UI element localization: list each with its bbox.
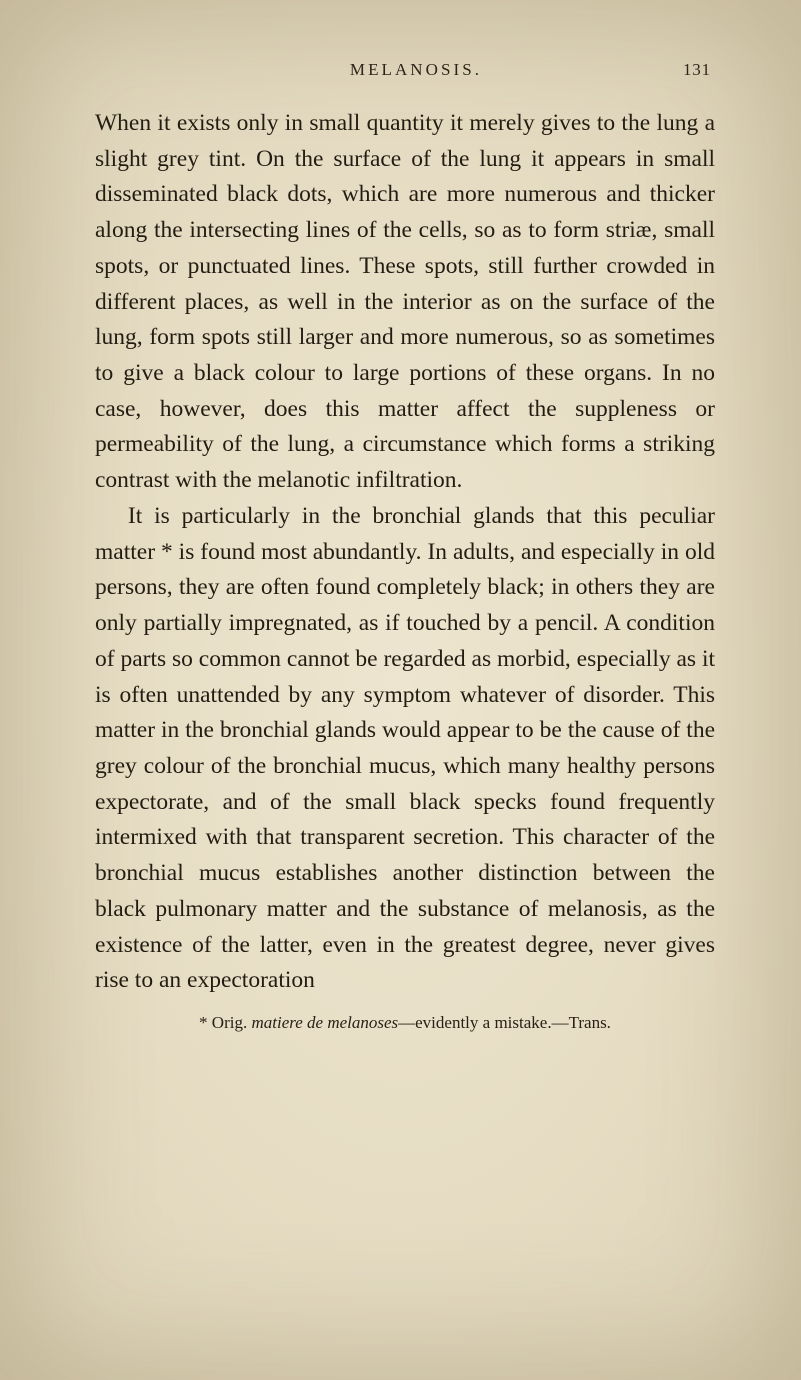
body-text: When it exists only in small quantity it… [95,106,715,999]
paragraph-1: When it exists only in small quantity it… [95,106,715,499]
footnote-italic: matiere de melanoses [251,1013,398,1032]
paragraph-2: It is particularly in the bronchial glan… [95,499,715,999]
running-head-title: MELANOSIS. [99,60,683,80]
footnote-prefix: Orig. [212,1013,252,1032]
footnote-marker: * [199,1013,208,1032]
running-head: MELANOSIS. 131 [95,60,715,80]
page-number: 131 [683,60,711,80]
footnote-suffix: —evidently a mistake.—Trans. [398,1013,611,1032]
footnote: * Orig. matiere de melanoses—evidently a… [95,1013,715,1033]
